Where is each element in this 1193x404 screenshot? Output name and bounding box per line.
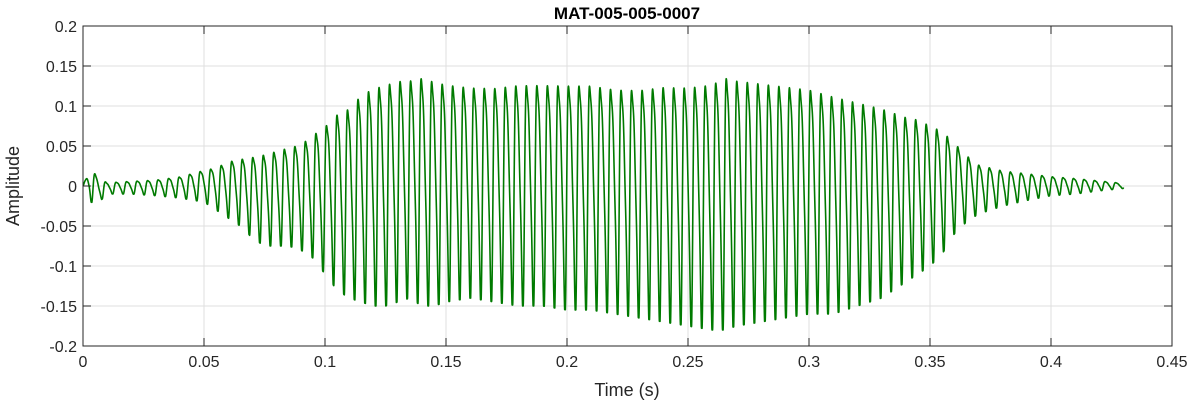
y-tick-label: -0.05 — [41, 219, 78, 236]
x-tick-label: 0.2 — [556, 354, 578, 371]
x-tick-label: 0 — [79, 354, 88, 371]
y-axis-label: Amplitude — [3, 146, 23, 226]
series-waveform — [82, 77, 1125, 331]
x-tick-labels: 0 0.05 0.1 0.15 0.2 0.25 0.3 0.35 0.4 0.45 — [79, 354, 1188, 371]
y-tick-label: -0.1 — [49, 259, 77, 276]
x-tick-label: 0.25 — [672, 354, 703, 371]
x-tick-label: 0.05 — [188, 354, 219, 371]
y-tick-label: -0.15 — [41, 299, 78, 316]
x-tick-label: 0.45 — [1156, 354, 1187, 371]
y-tick-label: 0 — [68, 179, 77, 196]
chart-title: MAT-005-005-0007 — [554, 4, 700, 23]
y-tick-label: 0.15 — [46, 59, 77, 76]
y-tick-label: 0.05 — [46, 139, 77, 156]
tick-marks — [82, 25, 1173, 347]
y-tick-label: -0.2 — [49, 339, 77, 356]
x-tick-label: 0.15 — [430, 354, 461, 371]
waveform-line — [82, 77, 1125, 331]
x-tick-label: 0.35 — [914, 354, 945, 371]
x-tick-label: 0.4 — [1040, 354, 1062, 371]
x-axis-label: Time (s) — [594, 380, 659, 400]
y-tick-labels: -0.2 -0.15 -0.1 -0.05 0 0.05 0.1 0.15 0.2 — [41, 19, 78, 356]
y-tick-label: 0.2 — [55, 19, 77, 36]
y-tick-label: 0.1 — [55, 99, 77, 116]
x-tick-label: 0.3 — [798, 354, 820, 371]
x-tick-label: 0.1 — [314, 354, 336, 371]
